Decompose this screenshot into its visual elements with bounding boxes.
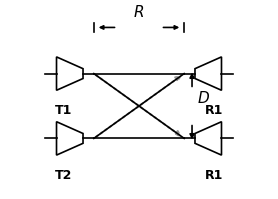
Text: R: R xyxy=(134,5,144,20)
Text: T1: T1 xyxy=(55,104,73,117)
Text: R1: R1 xyxy=(205,104,223,117)
Text: R1: R1 xyxy=(205,169,223,182)
Text: D: D xyxy=(198,91,210,106)
Text: T2: T2 xyxy=(55,169,73,182)
